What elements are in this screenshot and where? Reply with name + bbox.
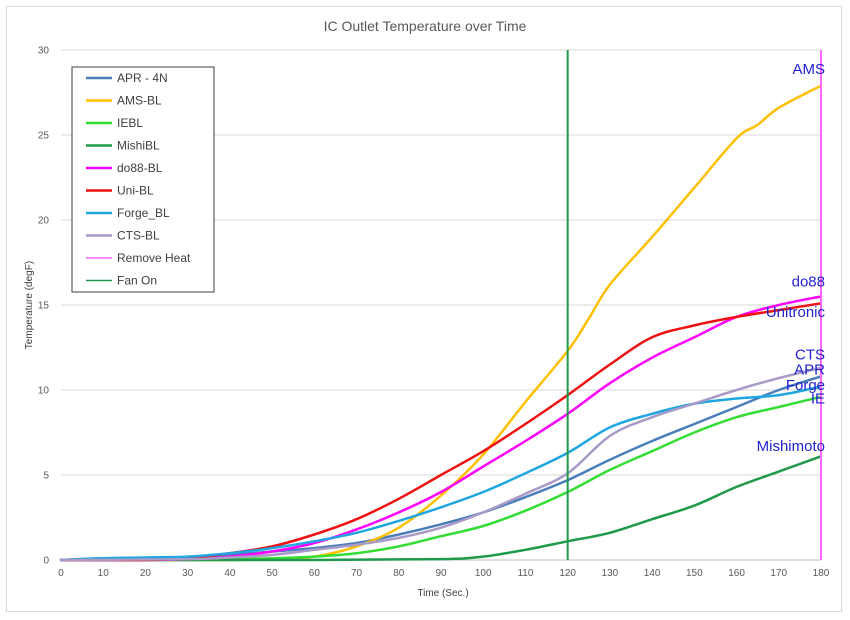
series-line-cts-bl — [59, 366, 823, 562]
legend-label-ams-bl: AMS-BL — [117, 94, 162, 108]
annotation-label: Mishimoto — [757, 438, 825, 455]
legend-label-apr-4n: APR - 4N — [117, 71, 168, 85]
series-line-apr-4n — [59, 375, 823, 562]
legend-box — [71, 66, 215, 293]
y-tick-label: 20 — [38, 216, 50, 227]
y-tick-label: 5 — [43, 471, 49, 482]
legend-label-uni-bl: Uni-BL — [117, 184, 154, 198]
annotation-label: do88 — [792, 273, 825, 290]
legend-label-cts-bl: CTS-BL — [117, 229, 160, 243]
legend-label-forge-bl: Forge_BL — [117, 206, 170, 220]
vertical-markers — [566, 50, 822, 560]
x-tick-label: 40 — [224, 568, 236, 579]
x-tick-label: 130 — [602, 568, 619, 579]
y-axis-ticks: 0 5 10 15 20 25 30 — [38, 46, 50, 567]
annotation-label: CTS — [795, 346, 825, 363]
y-tick-label: 0 — [43, 556, 49, 567]
legend-label-mishibl: MishiBL — [117, 139, 160, 153]
x-tick-label: 0 — [58, 568, 64, 579]
annotation-label: Unitronic — [766, 304, 826, 321]
legend-label-fan-on: Fan On — [117, 274, 157, 288]
legend: APR - 4N AMS-BL IEBL MishiBL do88-BL Uni-BL Fo… — [71, 66, 215, 293]
x-tick-label: 60 — [309, 568, 321, 579]
x-tick-label: 20 — [140, 568, 152, 579]
x-tick-label: 150 — [686, 568, 703, 579]
legend-label-remove-heat: Remove Heat — [117, 251, 191, 265]
annotation-label: APR — [794, 362, 825, 379]
x-tick-label: 70 — [351, 568, 363, 579]
y-tick-label: 15 — [38, 301, 50, 312]
x-tick-label: 50 — [267, 568, 279, 579]
x-axis-title: Time (Sec.) — [417, 588, 468, 599]
x-tick-label: 120 — [559, 568, 576, 579]
y-tick-label: 30 — [38, 46, 50, 57]
y-tick-label: 25 — [38, 131, 50, 142]
series-line-iebl — [59, 395, 823, 562]
x-tick-label: 10 — [98, 568, 110, 579]
x-tick-label: 170 — [770, 568, 787, 579]
series-line-uni-bl — [59, 302, 823, 562]
x-tick-label: 90 — [435, 568, 447, 579]
x-tick-label: 140 — [644, 568, 661, 579]
series-line-forge-bl — [59, 385, 823, 562]
x-axis-ticks: 0 10 20 30 40 50 60 70 80 90 100 110 120 130 140 150 160… — [58, 568, 830, 579]
y-axis-title: Temperature (degF) — [24, 261, 35, 349]
x-tick-label: 80 — [393, 568, 405, 579]
x-tick-label: 180 — [813, 568, 830, 579]
x-tick-label: 30 — [182, 568, 194, 579]
legend-label-do88-bl: do88-BL — [117, 161, 163, 175]
annotation-label: IE — [811, 391, 825, 408]
annotation-label: Forge — [786, 377, 825, 394]
annotation-label: AMS — [792, 61, 825, 78]
y-tick-label: 10 — [38, 386, 50, 397]
legend-label-iebl: IEBL — [117, 116, 143, 130]
chart-title: IC Outlet Temperature over Time — [324, 18, 527, 34]
x-tick-label: 160 — [728, 568, 745, 579]
x-tick-label: 100 — [475, 568, 492, 579]
x-tick-label: 110 — [517, 568, 533, 579]
